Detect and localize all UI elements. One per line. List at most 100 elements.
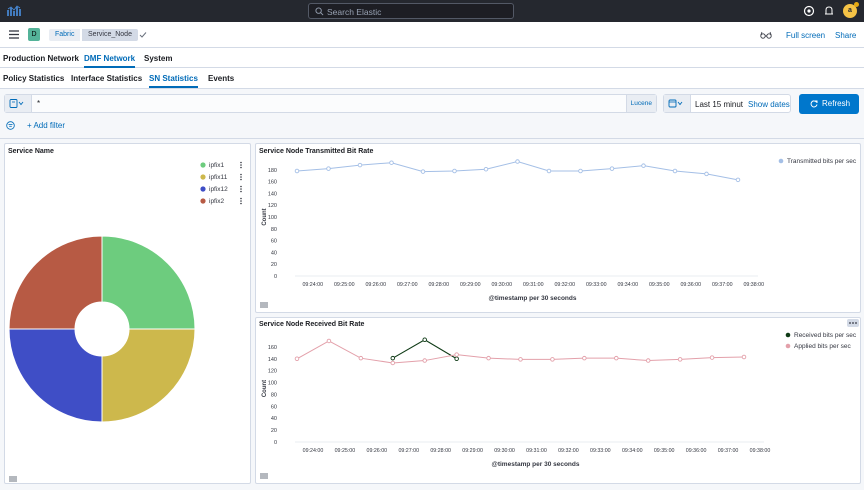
data-point[interactable] (454, 356, 459, 362)
x-tick-label: 09:29:00 (462, 448, 483, 454)
global-search-input[interactable]: Search Elastic (308, 3, 514, 19)
legend-toggle-icon[interactable] (9, 476, 17, 482)
data-point[interactable] (518, 357, 523, 362)
data-point[interactable] (677, 357, 683, 362)
chart-title: Service Node Transmitted Bit Rate (259, 148, 373, 155)
legend-swatch (200, 198, 206, 204)
tab-system[interactable]: System (144, 54, 173, 63)
help-icon[interactable] (803, 5, 815, 17)
legend-swatch (200, 186, 206, 192)
glasses-icon[interactable] (760, 31, 772, 39)
x-tick-label: 09:28:00 (430, 448, 451, 454)
x-tick-label: 09:28:00 (428, 282, 449, 288)
show-dates-link[interactable]: Show dates (746, 100, 790, 109)
data-point[interactable] (294, 168, 300, 174)
tab-events[interactable]: Events (208, 74, 235, 83)
data-point[interactable] (645, 358, 651, 363)
legend-menu-dot (240, 166, 242, 169)
time-range-label: Last 15 minut (695, 100, 744, 109)
data-point[interactable] (704, 171, 709, 177)
x-tick-label: 09:25:00 (334, 282, 355, 288)
service-name-panel: Service Name ipfix1 ipfix11 ipfix12 ipfix2 (4, 143, 251, 484)
x-tick-label: 09:33:00 (590, 448, 611, 454)
pie-slice-ipfix11[interactable] (101, 328, 196, 423)
saved-query-icon (9, 99, 24, 108)
query-input[interactable]: * (37, 99, 41, 108)
tab-production-network[interactable]: Production Network (3, 54, 80, 63)
calendar-icon (668, 99, 683, 108)
tab-dmf-network[interactable]: DMF Network (84, 54, 136, 68)
space-avatar[interactable]: D (28, 28, 40, 41)
query-bar: * Lucene (4, 94, 657, 113)
more-icon (849, 322, 857, 324)
data-point[interactable] (422, 358, 427, 363)
data-point[interactable] (390, 355, 396, 361)
data-point[interactable] (420, 169, 426, 174)
data-point[interactable] (454, 352, 459, 357)
data-point[interactable] (582, 355, 587, 361)
legend-menu-dot (240, 200, 242, 202)
data-point[interactable] (672, 168, 678, 174)
add-filter-button[interactable]: + Add filter (27, 121, 66, 130)
legend-menu-dot (240, 190, 242, 193)
x-axis-label: @timestamp per 30 seconds (489, 295, 577, 302)
notifications-icon[interactable] (823, 5, 835, 17)
legend-menu-dot (240, 176, 242, 178)
y-tick-label: 80 (271, 392, 277, 398)
data-point[interactable] (294, 356, 300, 362)
data-point[interactable] (422, 337, 427, 343)
y-tick-label: 60 (271, 404, 277, 410)
query-language-button[interactable]: Lucene (625, 95, 656, 112)
transmitted-bit-rate-chart: Service Node Transmitted Bit Rate 0 20 40 6… (259, 148, 857, 302)
data-point[interactable] (389, 160, 394, 165)
full-screen-link[interactable]: Full screen (786, 31, 826, 40)
y-tick-label: 120 (268, 369, 277, 375)
elastic-logo-icon[interactable] (7, 5, 21, 17)
pie-slice-ipfix1[interactable] (101, 235, 196, 330)
saved-query-button[interactable] (5, 95, 32, 112)
data-point[interactable] (578, 168, 583, 174)
pie-slice-ipfix12[interactable] (8, 328, 103, 423)
filter-options-icon[interactable] (6, 121, 15, 130)
data-point[interactable] (609, 166, 615, 171)
x-tick-label: 09:31:00 (526, 448, 547, 454)
data-point[interactable] (735, 177, 741, 183)
data-point[interactable] (358, 355, 364, 361)
user-avatar[interactable]: a (843, 4, 857, 18)
panel-options-button[interactable] (847, 319, 859, 327)
tab-interface-statistics[interactable]: Interface Statistics (71, 74, 143, 83)
data-point[interactable] (515, 159, 520, 164)
y-tick-label: 180 (268, 168, 277, 174)
data-point[interactable] (546, 168, 552, 174)
data-point[interactable] (326, 338, 332, 344)
data-point[interactable] (641, 163, 646, 168)
data-point[interactable] (326, 166, 331, 171)
legend-toggle-icon[interactable] (260, 473, 268, 479)
data-point[interactable] (709, 355, 715, 360)
data-point[interactable] (357, 162, 363, 168)
legend-label: ipfix1 (209, 162, 225, 169)
pie-slice-ipfix2[interactable] (8, 235, 103, 330)
y-tick-label: 120 (268, 203, 277, 209)
share-link[interactable]: Share (835, 31, 857, 40)
data-point[interactable] (741, 354, 747, 360)
breadcrumb-bar: D Fabric Service_Node Full screen Share (0, 22, 864, 48)
legend-toggle-icon[interactable] (260, 302, 268, 308)
data-point[interactable] (486, 355, 491, 361)
legend-menu-dot (240, 197, 242, 200)
tab-policy-statistics[interactable]: Policy Statistics (3, 74, 65, 83)
tab-sn-statistics[interactable]: SN Statistics (149, 74, 198, 88)
data-point[interactable] (614, 355, 619, 361)
refresh-button[interactable]: Refresh (799, 94, 859, 114)
data-point[interactable] (390, 360, 396, 366)
data-point[interactable] (483, 166, 489, 172)
menu-icon[interactable] (9, 30, 19, 39)
legend-swatch (785, 343, 791, 349)
data-point[interactable] (550, 357, 555, 362)
divider (0, 138, 864, 139)
data-point[interactable] (452, 168, 457, 174)
x-tick-label: 09:34:00 (622, 448, 643, 454)
x-tick-label: 09:29:00 (460, 282, 481, 288)
breadcrumb-fabric[interactable]: Fabric (49, 29, 81, 41)
quick-select-button[interactable] (664, 95, 691, 112)
